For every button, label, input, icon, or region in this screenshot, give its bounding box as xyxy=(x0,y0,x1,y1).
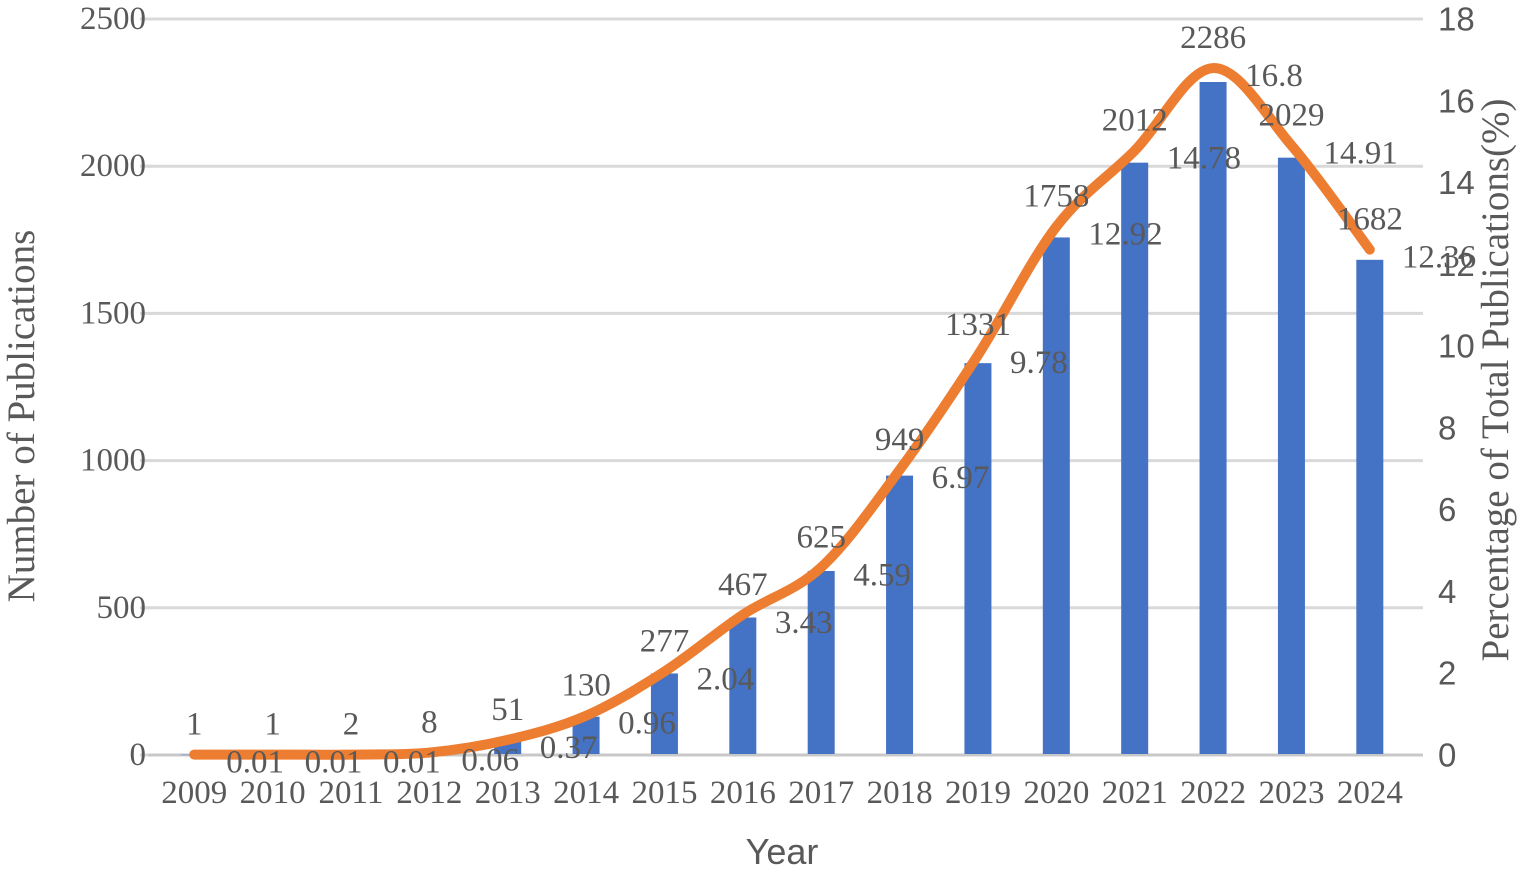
x-axis-tick-2011: 2011 xyxy=(319,775,384,811)
left-axis-tick-1000: 1000 xyxy=(80,443,146,479)
line-value-label-2013: 0.37 xyxy=(540,730,598,766)
bar-value-label-2017: 625 xyxy=(796,519,846,555)
bar-value-label-2020: 1758 xyxy=(1023,179,1089,215)
right-axis-tick-18: 18 xyxy=(1438,1,1475,38)
right-axis-tick-2: 2 xyxy=(1438,655,1456,692)
right-axis-tick-8: 8 xyxy=(1438,409,1456,446)
bar-2021 xyxy=(1121,162,1149,754)
right-axis-tick-4: 4 xyxy=(1438,573,1456,610)
bar-series xyxy=(180,82,1384,756)
bar-value-label-2012: 8 xyxy=(421,705,438,741)
right-axis-tick-14: 14 xyxy=(1438,164,1475,201)
bar-value-label-2013: 51 xyxy=(491,692,524,728)
bar-value-label-2019: 1331 xyxy=(945,307,1011,343)
line-value-label-2009: 0.01 xyxy=(226,745,284,781)
left-axis-tick-1500: 1500 xyxy=(80,295,146,331)
bar-value-label-2010: 1 xyxy=(264,707,281,743)
bar-2023 xyxy=(1277,157,1305,754)
line-value-label-2017: 4.59 xyxy=(853,557,911,593)
x-axis-tick-2022: 2022 xyxy=(1180,775,1246,811)
line-value-label-2022: 16.8 xyxy=(1245,58,1303,94)
x-axis-tick-2021: 2021 xyxy=(1102,775,1168,811)
bar-value-label-2024: 1682 xyxy=(1337,202,1403,238)
line-value-label-2011: 0.01 xyxy=(383,745,441,781)
bar-value-label-2021: 2012 xyxy=(1102,103,1168,139)
right-axis-tick-12: 12 xyxy=(1438,246,1475,283)
line-value-label-2012: 0.06 xyxy=(461,743,519,779)
percentage-line xyxy=(189,63,1375,760)
x-axis-tick-2016: 2016 xyxy=(710,775,776,811)
line-value-label-2014: 0.96 xyxy=(618,706,676,742)
line-series xyxy=(189,63,1375,760)
left-axis-tick-500: 500 xyxy=(97,590,147,626)
left-axis-tick-2000: 2000 xyxy=(80,148,146,184)
x-axis-tick-2020: 2020 xyxy=(1023,775,1089,811)
line-value-label-2020: 12.92 xyxy=(1088,217,1162,253)
bar-2022 xyxy=(1199,82,1227,755)
bar-2020 xyxy=(1042,237,1070,754)
right-axis-tick-6: 6 xyxy=(1438,491,1456,528)
right-axis-tick-10: 10 xyxy=(1438,328,1475,365)
bar-value-label-2014: 130 xyxy=(561,668,611,704)
data-labels: 10.0110.0120.0180.06510.371300.962772.04… xyxy=(186,20,1476,781)
x-axis-tick-2014: 2014 xyxy=(553,775,619,811)
bar-value-label-2015: 277 xyxy=(640,624,690,660)
left-axis-tick-0: 0 xyxy=(130,737,147,773)
left-axis-title: Number of Publications xyxy=(0,230,43,603)
right-axis-tick-0: 0 xyxy=(1438,737,1456,774)
bar-2015 xyxy=(650,673,678,754)
line-value-label-2010: 0.01 xyxy=(305,745,363,781)
bar-value-label-2023: 2029 xyxy=(1258,97,1324,133)
line-value-label-2016: 3.43 xyxy=(775,605,833,641)
bar-2018 xyxy=(886,475,914,754)
bar-2016 xyxy=(729,617,757,754)
x-axis-tick-2010: 2010 xyxy=(240,775,306,811)
left-axis-tick-2500: 2500 xyxy=(80,1,146,37)
x-axis-title: Year xyxy=(746,831,819,872)
x-axis-tick-2013: 2013 xyxy=(475,775,541,811)
bar-2017 xyxy=(807,571,835,754)
line-value-label-2021: 14.78 xyxy=(1167,141,1241,177)
gridlines xyxy=(140,17,1423,757)
bar-value-label-2016: 467 xyxy=(718,567,768,603)
x-axis-tick-2019: 2019 xyxy=(945,775,1011,811)
bar-2024 xyxy=(1356,259,1384,754)
line-value-label-2015: 2.04 xyxy=(696,662,754,698)
bar-value-label-2018: 949 xyxy=(875,422,925,458)
line-value-label-2018: 6.97 xyxy=(932,460,990,496)
right-axis-title: Percentage of Total Publications(%) xyxy=(1474,99,1517,662)
bar-value-label-2022: 2286 xyxy=(1180,20,1246,56)
x-axis-tick-2017: 2017 xyxy=(788,775,854,811)
x-axis-tick-2012: 2012 xyxy=(396,775,462,811)
x-axis-tick-2015: 2015 xyxy=(631,775,697,811)
x-axis-tick-2024: 2024 xyxy=(1337,775,1403,811)
right-axis-tick-16: 16 xyxy=(1438,82,1475,119)
x-axis-tick-2018: 2018 xyxy=(867,775,933,811)
bar-2019 xyxy=(964,363,992,754)
bar-value-label-2011: 2 xyxy=(343,707,360,743)
line-value-label-2019: 9.78 xyxy=(1010,345,1068,381)
x-axis-tick-2009: 2009 xyxy=(161,775,227,811)
x-axis-tick-2023: 2023 xyxy=(1258,775,1324,811)
bar-value-label-2009: 1 xyxy=(186,707,203,743)
line-value-label-2024: 12.36 xyxy=(1402,240,1476,276)
line-value-label-2023: 14.91 xyxy=(1323,135,1397,171)
